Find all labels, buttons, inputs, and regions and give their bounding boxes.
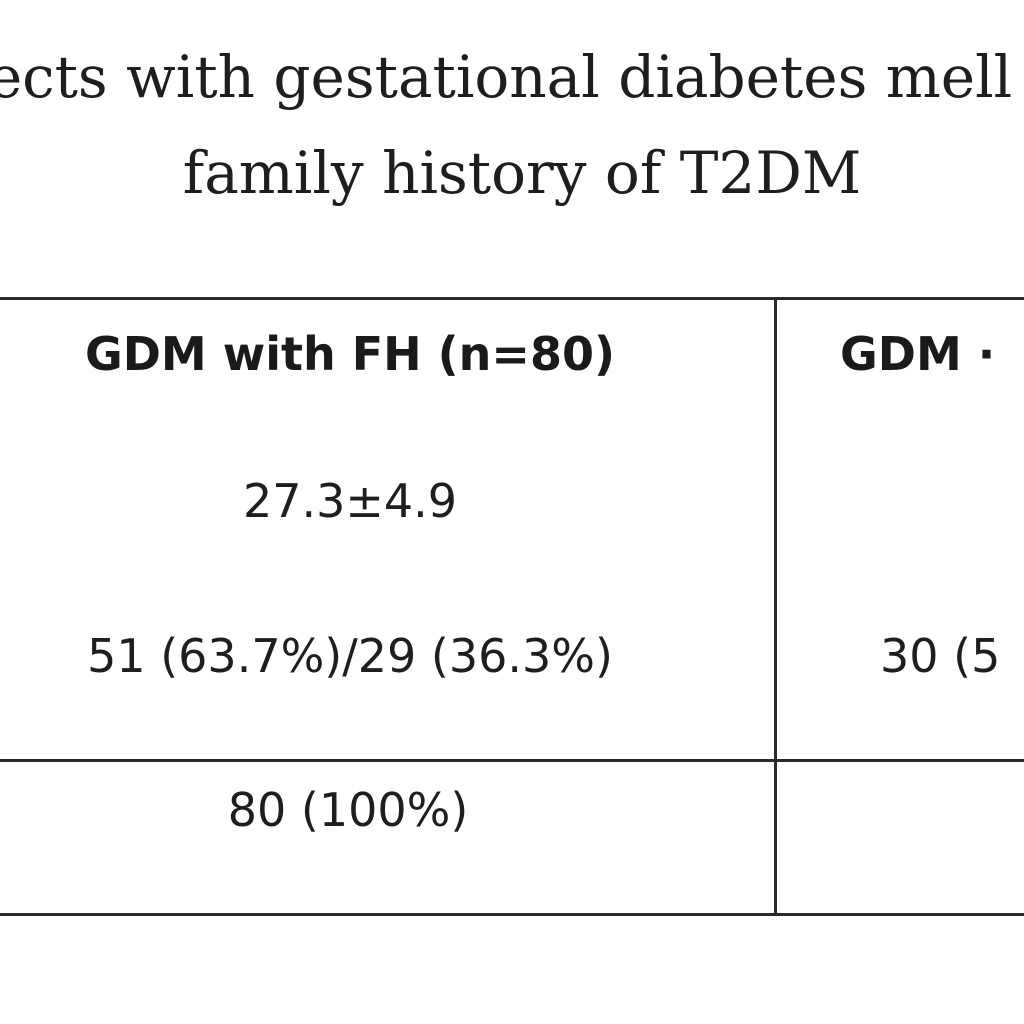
table-caption-line-1: ects with gestational diabetes mell: [0, 43, 1013, 111]
table-bottom-rule: [0, 913, 1024, 916]
table-middle-rule: [0, 759, 1024, 762]
table-cell-ratio-col2: 30 (5: [880, 629, 1001, 683]
table-cell-age: 27.3±4.9: [242, 474, 458, 528]
column-header-gdm-without-fh: GDM ·: [840, 327, 996, 381]
column-header-gdm-with-fh: GDM with FH (n=80): [84, 327, 616, 381]
table-caption-line-2: family history of T2DM: [182, 139, 862, 207]
table-top-rule: [0, 297, 1024, 300]
column-divider: [774, 298, 777, 916]
table-cell-ratio: 51 (63.7%)/29 (36.3%): [87, 629, 613, 683]
table-cell-total: 80 (100%): [227, 783, 469, 837]
